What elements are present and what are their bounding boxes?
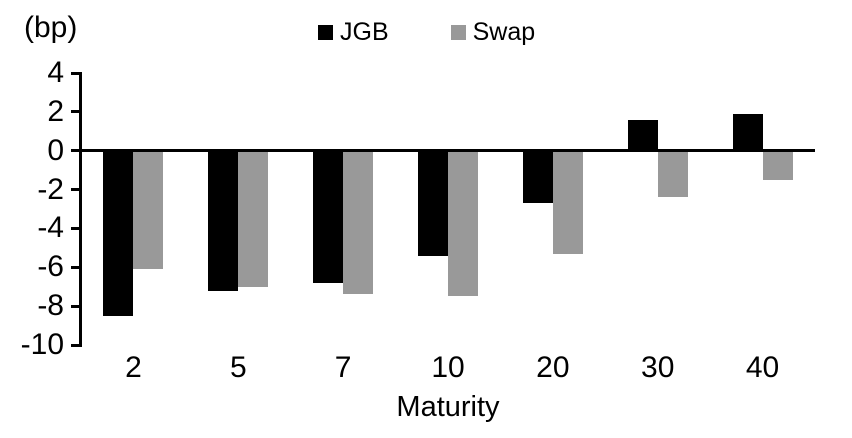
y-axis-tick-label: 0 [47, 133, 64, 167]
x-axis-tick-label: 10 [431, 351, 465, 384]
bar-swap-10 [448, 150, 478, 297]
bar-jgb-10 [418, 150, 448, 256]
y-axis-tick-label: -4 [37, 211, 64, 245]
x-axis-tick-label: 2 [125, 351, 142, 384]
y-axis-tick [71, 71, 82, 75]
y-axis-line [79, 72, 82, 347]
y-axis-tick-label: -10 [20, 328, 64, 361]
y-axis-tick [71, 110, 82, 114]
y-axis-unit-label: (bp) [24, 11, 78, 44]
bar-jgb-5 [208, 150, 239, 291]
legend-swatch-swap [450, 25, 466, 40]
legend-label-swap: Swap [472, 18, 536, 46]
y-axis-tick-label: 2 [47, 94, 64, 128]
bar-jgb-2 [103, 150, 134, 316]
legend-item-swap: Swap [450, 18, 536, 46]
bar-swap-5 [238, 150, 269, 287]
zero-line [79, 149, 815, 153]
bar-jgb-30 [627, 119, 658, 151]
legend-swatch-jgb [318, 25, 333, 40]
y-axis-tick [71, 188, 82, 192]
x-axis-tick-label: 20 [536, 351, 570, 384]
bar-jgb-20 [522, 150, 553, 204]
y-axis-tick-label: -6 [37, 250, 64, 284]
bar-swap-7 [343, 150, 374, 295]
x-axis-tick-label: 40 [745, 351, 780, 384]
y-axis-tick-label: -8 [37, 289, 64, 323]
y-axis-tick-label: -2 [37, 172, 64, 206]
y-axis-tick [71, 343, 82, 347]
x-axis-tick-label: 5 [229, 351, 247, 384]
y-axis-tick [71, 149, 82, 153]
y-axis-tick-label: 4 [47, 56, 64, 89]
bar-swap-30 [657, 150, 688, 198]
legend: JGB Swap [318, 20, 535, 45]
y-axis-tick [71, 226, 82, 230]
bar-jgb-40 [732, 113, 763, 151]
x-axis-title: Maturity [396, 391, 500, 423]
y-axis-tick [71, 304, 82, 308]
x-axis-tick-label: 30 [641, 351, 675, 384]
y-axis-tick [71, 265, 82, 269]
x-axis-tick-label: 7 [334, 351, 352, 384]
bar-swap-2 [133, 150, 164, 270]
bar-swap-40 [762, 150, 793, 180]
legend-label-jgb: JGB [340, 18, 389, 46]
bar-swap-20 [552, 150, 583, 254]
legend-item-jgb: JGB [318, 20, 389, 45]
bar-jgb-7 [313, 150, 344, 283]
